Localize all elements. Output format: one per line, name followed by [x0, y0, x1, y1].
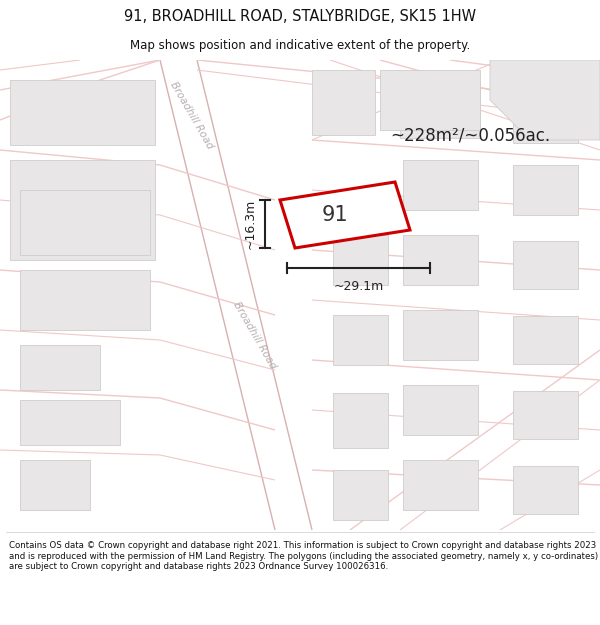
Text: ~228m²/~0.056ac.: ~228m²/~0.056ac.: [390, 126, 550, 144]
Text: 91: 91: [322, 205, 349, 225]
Polygon shape: [490, 60, 600, 140]
Polygon shape: [10, 80, 155, 145]
Polygon shape: [512, 88, 577, 142]
Text: ~29.1m: ~29.1m: [334, 280, 383, 293]
Polygon shape: [512, 165, 577, 215]
Polygon shape: [332, 235, 388, 285]
Text: Broadhill Road: Broadhill Road: [232, 299, 278, 371]
Polygon shape: [512, 241, 577, 289]
Polygon shape: [312, 70, 375, 135]
Polygon shape: [160, 60, 312, 530]
Polygon shape: [280, 182, 410, 248]
Polygon shape: [403, 310, 478, 360]
Polygon shape: [20, 270, 150, 330]
Text: ~16.3m: ~16.3m: [244, 199, 257, 249]
Polygon shape: [403, 385, 478, 435]
Polygon shape: [403, 460, 478, 510]
Polygon shape: [332, 470, 388, 520]
Polygon shape: [20, 190, 150, 255]
Text: 91, BROADHILL ROAD, STALYBRIDGE, SK15 1HW: 91, BROADHILL ROAD, STALYBRIDGE, SK15 1H…: [124, 9, 476, 24]
Text: Broadhill Road: Broadhill Road: [169, 79, 215, 151]
Polygon shape: [512, 316, 577, 364]
Polygon shape: [332, 392, 388, 448]
Polygon shape: [20, 345, 100, 390]
Polygon shape: [332, 315, 388, 365]
Polygon shape: [20, 400, 120, 445]
Text: Map shows position and indicative extent of the property.: Map shows position and indicative extent…: [130, 39, 470, 51]
Polygon shape: [403, 160, 478, 210]
Text: Contains OS data © Crown copyright and database right 2021. This information is : Contains OS data © Crown copyright and d…: [9, 541, 598, 571]
Polygon shape: [10, 160, 155, 260]
Polygon shape: [380, 70, 480, 130]
Polygon shape: [400, 82, 480, 138]
Polygon shape: [20, 460, 90, 510]
Polygon shape: [512, 466, 577, 514]
Polygon shape: [403, 235, 478, 285]
Polygon shape: [512, 391, 577, 439]
